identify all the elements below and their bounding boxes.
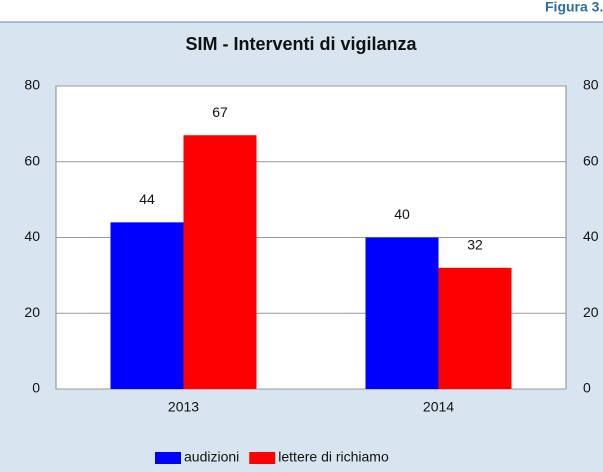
data-label: 44: [139, 191, 155, 207]
bar: [438, 267, 512, 389]
y2-tick-label: 60: [583, 152, 599, 168]
legend-label: audizioni: [184, 449, 239, 465]
data-label: 67: [212, 104, 228, 120]
y-tick-label: 40: [24, 228, 40, 244]
y-tick-label: 80: [24, 77, 40, 93]
bar: [183, 135, 257, 389]
data-label: 40: [394, 206, 410, 222]
x-tick-label: 2013: [168, 399, 199, 415]
chart-title: SIM - Interventi di vigilanza: [185, 34, 417, 54]
y-tick-label: 20: [24, 304, 40, 320]
y2-tick-label: 0: [583, 380, 591, 396]
legend-label: lettere di richiamo: [278, 449, 389, 465]
bar: [365, 237, 439, 389]
data-label: 32: [467, 237, 483, 253]
y-tick-label: 0: [32, 380, 40, 396]
legend-swatch: [155, 452, 181, 464]
y2-tick-label: 20: [583, 304, 599, 320]
bar: [110, 222, 184, 389]
x-tick-label: 2014: [423, 399, 454, 415]
y2-tick-label: 40: [583, 228, 599, 244]
figure-label: Figura 3.: [545, 0, 603, 15]
y2-tick-label: 80: [583, 77, 599, 93]
y-tick-label: 60: [24, 152, 40, 168]
legend-swatch: [249, 452, 276, 464]
